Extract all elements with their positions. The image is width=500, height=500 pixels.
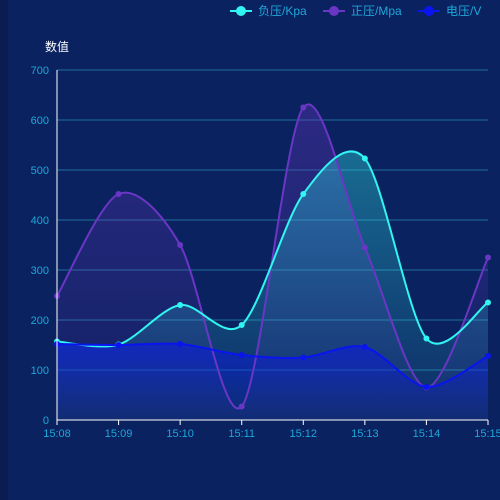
data-point[interactable]	[238, 352, 245, 358]
legend[interactable]: 负压/Kpa 正压/Mpa 电压/V	[230, 4, 481, 18]
data-point[interactable]	[300, 104, 307, 111]
x-tick-label: 15:14	[413, 428, 441, 440]
y-tick-label: 500	[31, 165, 49, 177]
x-tick-label: 15:12	[290, 428, 318, 440]
y-tick-label: 700	[31, 65, 49, 77]
y-axis-title: 数值	[45, 39, 69, 54]
y-tick-label: 400	[31, 215, 49, 227]
data-point[interactable]	[115, 342, 122, 348]
data-point[interactable]	[177, 341, 184, 347]
series-layer	[54, 103, 491, 410]
data-point[interactable]	[361, 244, 368, 251]
x-tick-label: 15:11	[228, 428, 255, 440]
x-tick-label: 15:08	[43, 428, 71, 440]
data-point[interactable]	[361, 155, 368, 162]
data-point[interactable]	[423, 335, 430, 342]
legend-label: 正压/Mpa	[351, 4, 402, 18]
data-point[interactable]	[300, 354, 307, 361]
data-point[interactable]	[361, 344, 368, 350]
axis-layer: 0 100 200 300 400 500 600 700 15:08 15:09 15:10 15:…	[31, 65, 500, 440]
x-tick-label: 15:15	[474, 428, 500, 440]
y-tick-label: 0	[43, 415, 49, 427]
data-point[interactable]	[485, 353, 491, 359]
legend-swatch-marker	[329, 6, 339, 16]
data-point[interactable]	[115, 191, 122, 197]
data-point[interactable]	[485, 299, 491, 306]
legend-swatch-marker	[236, 6, 246, 16]
y-tick-label: 600	[31, 115, 49, 127]
x-tick-label: 15:09	[105, 428, 133, 440]
data-point[interactable]	[238, 403, 245, 410]
series-line-0	[56, 150, 489, 348]
data-point[interactable]	[238, 322, 245, 328]
x-tick-label: 15:13	[351, 428, 379, 440]
legend-label: 电压/V	[446, 4, 481, 18]
y-tick-label: 300	[31, 265, 49, 277]
y-tick-label: 100	[31, 365, 49, 377]
data-point[interactable]	[177, 302, 184, 308]
y-tick-label: 200	[31, 315, 49, 327]
data-point[interactable]	[485, 254, 491, 261]
series-area-2	[57, 343, 488, 420]
legend-swatch-marker	[424, 6, 434, 16]
legend-item[interactable]: 正压/Mpa	[323, 4, 402, 18]
area-layer	[57, 104, 488, 420]
legend-label: 负压/Kpa	[258, 4, 307, 18]
data-point[interactable]	[300, 191, 307, 197]
x-tick-label: 15:10	[166, 428, 194, 440]
legend-item[interactable]: 负压/Kpa	[230, 4, 307, 18]
legend-item[interactable]: 电压/V	[418, 4, 481, 18]
data-point[interactable]	[423, 384, 430, 390]
data-point[interactable]	[177, 242, 184, 248]
left-edge-strip	[0, 0, 8, 500]
series-line-1	[56, 103, 489, 410]
